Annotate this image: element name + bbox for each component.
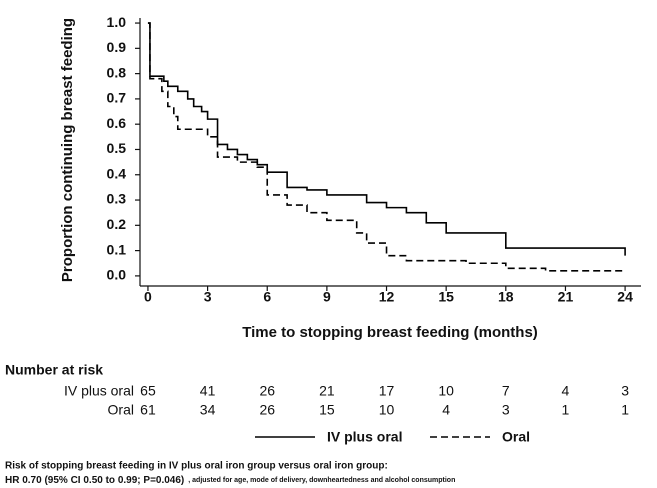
footnote-result-text: HR 0.70 (95% CI 0.50 to 0.99; P=0.046) bbox=[5, 475, 184, 486]
y-tick-label: 0.0 bbox=[107, 267, 127, 283]
y-tick-label: 0.6 bbox=[107, 115, 127, 131]
x-tick-label: 15 bbox=[438, 289, 454, 305]
risk-count: 4 bbox=[442, 402, 450, 418]
y-tick-label: 0.3 bbox=[107, 191, 127, 207]
y-tick-label: 0.5 bbox=[107, 140, 127, 156]
risk-count: 3 bbox=[621, 383, 629, 399]
risk-row-label: Oral bbox=[108, 402, 134, 418]
x-axis-title: Time to stopping breast feeding (months) bbox=[242, 324, 538, 341]
risk-count: 34 bbox=[200, 402, 216, 418]
km-curve bbox=[147, 22, 626, 272]
footnote: Risk of stopping breast feeding in IV pl… bbox=[5, 461, 388, 472]
risk-table-title: Number at risk bbox=[5, 362, 103, 378]
risk-count: 41 bbox=[200, 383, 216, 399]
km-curve bbox=[147, 22, 626, 256]
y-tick-label: 0.7 bbox=[107, 90, 127, 106]
risk-count: 1 bbox=[562, 402, 570, 418]
risk-count: 7 bbox=[502, 383, 510, 399]
y-tick-label: 0.1 bbox=[107, 241, 127, 257]
y-tick-label: 1.0 bbox=[107, 14, 127, 30]
y-tick-label: 0.4 bbox=[107, 165, 127, 181]
legend-label: Oral bbox=[502, 429, 530, 445]
risk-count: 3 bbox=[502, 402, 510, 418]
legend-label: IV plus oral bbox=[327, 429, 402, 445]
x-tick-label: 21 bbox=[558, 289, 574, 305]
footnote-result: HR 0.70 (95% CI 0.50 to 0.99; P=0.046) , … bbox=[5, 475, 455, 486]
y-tick-label: 0.9 bbox=[107, 39, 127, 55]
y-tick-label: 0.2 bbox=[107, 216, 127, 232]
y-axis-title: Proportion continuing breast feeding bbox=[59, 18, 76, 282]
x-tick-label: 6 bbox=[263, 289, 271, 305]
risk-row-label: IV plus oral bbox=[64, 383, 134, 399]
risk-count: 17 bbox=[379, 383, 395, 399]
risk-count: 21 bbox=[319, 383, 335, 399]
risk-count: 10 bbox=[379, 402, 395, 418]
risk-count: 1 bbox=[621, 402, 629, 418]
footnote-adjustment: , adjusted for age, mode of delivery, do… bbox=[188, 477, 455, 484]
x-tick-label: 24 bbox=[617, 289, 633, 305]
y-tick-label: 0.8 bbox=[107, 64, 127, 80]
risk-count: 10 bbox=[438, 383, 454, 399]
risk-count: 61 bbox=[140, 402, 156, 418]
risk-count: 26 bbox=[259, 383, 275, 399]
x-tick-label: 12 bbox=[379, 289, 395, 305]
x-tick-label: 3 bbox=[204, 289, 212, 305]
risk-count: 4 bbox=[562, 383, 570, 399]
x-tick-label: 0 bbox=[144, 289, 152, 305]
risk-count: 65 bbox=[140, 383, 156, 399]
x-tick-label: 18 bbox=[498, 289, 514, 305]
risk-count: 26 bbox=[259, 402, 275, 418]
risk-count: 15 bbox=[319, 402, 335, 418]
x-tick-label: 9 bbox=[323, 289, 331, 305]
